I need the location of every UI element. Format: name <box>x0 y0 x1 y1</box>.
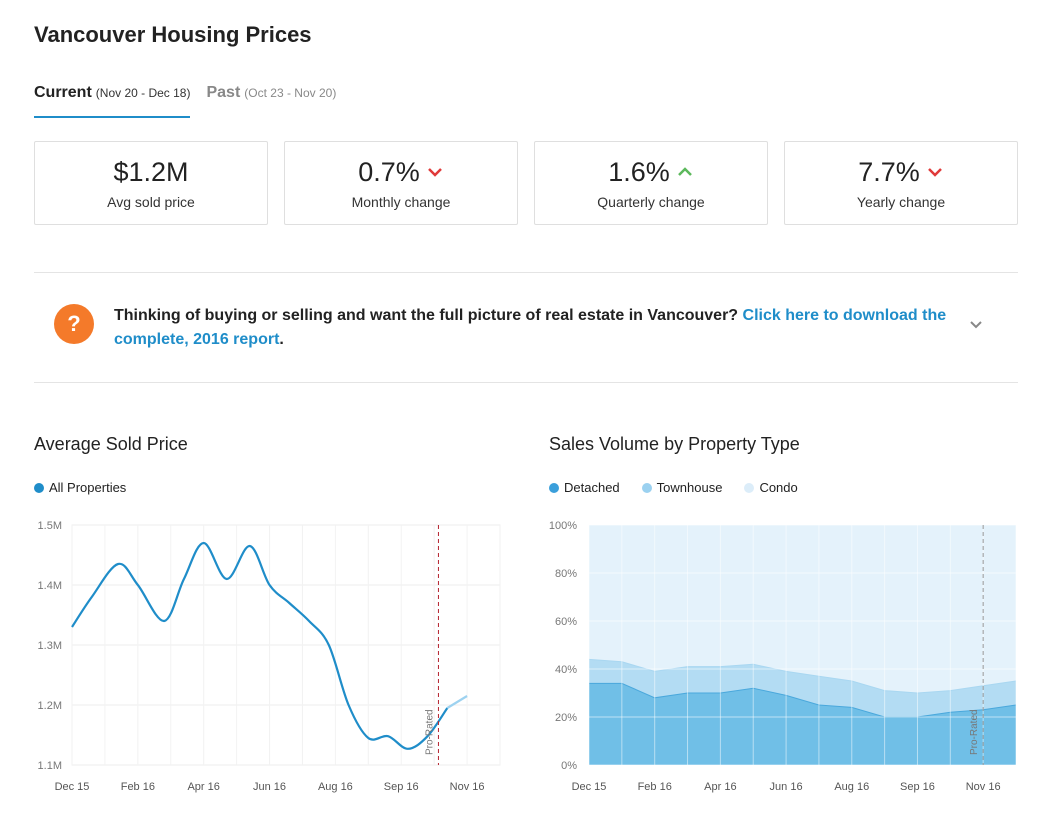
y-tick-label: 1.3M <box>38 640 62 652</box>
avg-price-chart: 1.5M 1.4M 1.3M 1.2M 1.1M Dec 15 Feb 16 Apr 16 Ju… <box>38 520 501 793</box>
banner-suffix: . <box>279 331 284 348</box>
legend-dot <box>641 482 652 493</box>
stat-value: 0.7% <box>358 156 420 187</box>
legend-item-detached[interactable]: Detached <box>549 480 620 495</box>
series-line-projected <box>446 695 468 709</box>
tab-current[interactable]: Current (Nov 20 - Dec 18) <box>34 84 191 118</box>
chart-title-avg-price: Average Sold Price <box>34 434 188 454</box>
legend-label: Detached <box>564 480 620 495</box>
x-tick-label: Nov 16 <box>966 781 1001 793</box>
legend-item-townhouse[interactable]: Townhouse <box>641 480 723 495</box>
y-tick-label: 40% <box>555 664 577 676</box>
stat-label: Monthly change <box>351 193 451 210</box>
townhouse-edge <box>588 658 1017 694</box>
y-tick-label: 80% <box>555 568 577 580</box>
stat-card-avg-price: $1.2M Avg sold price <box>34 141 268 225</box>
divider <box>34 272 1018 273</box>
x-tick-label: Dec 15 <box>572 781 607 793</box>
x-tick-label: Feb 16 <box>121 781 155 793</box>
legend-item-all-properties[interactable]: All Properties <box>34 480 126 495</box>
stat-card-quarterly: 1.6% Quarterly change <box>534 141 768 225</box>
x-tick-label: Jun 16 <box>770 781 803 793</box>
y-tick-label: 1.1M <box>38 760 62 772</box>
pro-rated-label: Pro-Rated <box>969 709 980 755</box>
area-townhouse <box>589 659 1016 717</box>
chevron-up-icon <box>677 167 692 176</box>
page-title: Vancouver Housing Prices <box>34 22 312 47</box>
y-tick-label: 60% <box>555 616 577 628</box>
divider <box>34 382 1018 383</box>
stat-value: 1.6% <box>608 156 670 187</box>
x-tick-label: Aug 16 <box>834 781 869 793</box>
x-tick-label: Aug 16 <box>318 781 353 793</box>
y-tick-label: 1.2M <box>38 700 62 712</box>
tab-past[interactable]: Past (Oct 23 - Nov 20) <box>206 84 336 118</box>
area-condo <box>589 525 1016 693</box>
legend-dot <box>549 482 559 493</box>
stat-label: Avg sold price <box>107 193 195 210</box>
tab-current-range: (Nov 20 - Dec 18) <box>95 86 191 100</box>
pro-rated-label: Pro-Rated <box>424 709 435 755</box>
chart-title-sales-volume: Sales Volume by Property Type <box>549 434 800 454</box>
legend-label: Condo <box>759 480 798 495</box>
question-icon: ? <box>54 304 94 344</box>
chevron-down-icon[interactable] <box>969 318 983 332</box>
period-tabs: Current (Nov 20 - Dec 18) Past (Oct 23 -… <box>34 84 336 118</box>
stat-label: Yearly change <box>856 193 946 210</box>
y-tick-label: 100% <box>549 520 577 532</box>
x-tick-label: Apr 16 <box>187 781 219 793</box>
tab-past-label: Past <box>206 84 241 101</box>
area-detached <box>589 683 1016 765</box>
legend-avg-price: All Properties <box>34 480 126 495</box>
x-tick-label: Apr 16 <box>704 781 736 793</box>
y-tick-label: 1.5M <box>38 520 62 532</box>
series-line-all-properties <box>71 541 449 750</box>
legend-label: All Properties <box>49 480 127 495</box>
tab-current-label: Current <box>34 84 92 101</box>
x-tick-label: Sep 16 <box>900 781 935 793</box>
detached-edge <box>589 682 1017 718</box>
x-tick-label: Dec 15 <box>55 781 90 793</box>
x-tick-label: Feb 16 <box>638 781 672 793</box>
tab-past-range: (Oct 23 - Nov 20) <box>244 86 337 100</box>
x-tick-label: Sep 16 <box>384 781 419 793</box>
y-tick-label: 20% <box>555 712 577 724</box>
banner-text: Thinking of buying or selling and want t… <box>114 304 964 352</box>
stat-value: 7.7% <box>858 156 920 187</box>
x-tick-label: Jun 16 <box>253 781 286 793</box>
legend-sales-volume: Detached Townhouse Condo <box>549 480 798 495</box>
legend-dot <box>744 482 755 493</box>
sales-volume-chart: 100% 80% 60% 40% 20% 0% Dec 15 Feb 16 Apr 16 Jun … <box>549 520 1017 793</box>
chevron-down-icon <box>427 168 442 177</box>
stat-value: $1.2M <box>113 156 189 187</box>
legend-label: Townhouse <box>656 480 723 495</box>
legend-dot <box>34 482 44 493</box>
y-tick-label: 1.4M <box>38 580 62 592</box>
y-tick-label: 0% <box>561 760 577 772</box>
report-banner: ? Thinking of buying or selling and want… <box>34 296 1018 360</box>
legend-item-condo[interactable]: Condo <box>744 480 798 495</box>
chevron-down-icon <box>927 168 942 177</box>
download-report-link[interactable]: Click here to download the complete, 201… <box>114 307 947 348</box>
stat-label: Quarterly change <box>597 193 705 210</box>
banner-message: Thinking of buying or selling and want t… <box>114 307 743 324</box>
stat-card-yearly: 7.7% Yearly change <box>784 141 1018 225</box>
stat-card-monthly: 0.7% Monthly change <box>284 141 518 225</box>
x-tick-label: Nov 16 <box>450 781 485 793</box>
stats-row: $1.2M Avg sold price 0.7% Monthly change… <box>34 141 1018 225</box>
